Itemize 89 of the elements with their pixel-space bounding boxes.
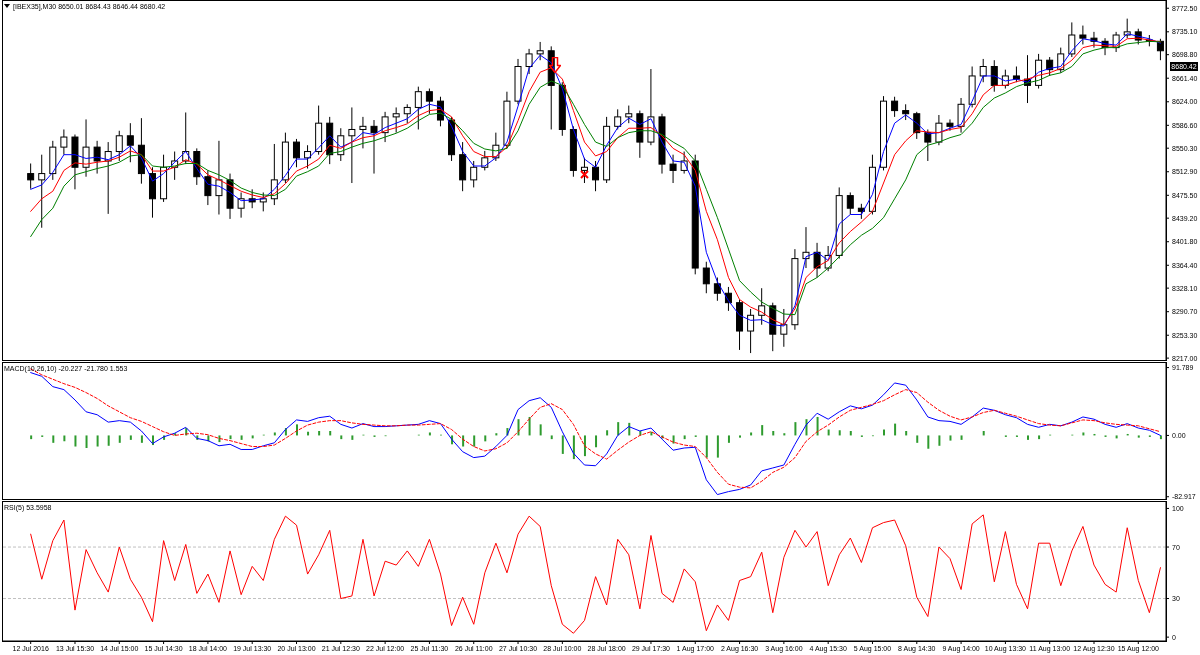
bar: [140, 435, 143, 443]
candlestick: [403, 103, 411, 124]
bar: [1115, 435, 1118, 439]
candlestick: [425, 88, 433, 115]
bar: [727, 435, 730, 443]
candlestick: [891, 96, 899, 118]
candlestick: [1079, 25, 1087, 45]
candlestick: [747, 308, 755, 354]
bar: [74, 435, 77, 447]
bar: [595, 435, 598, 448]
bar: [816, 416, 819, 436]
candlestick: [27, 162, 35, 190]
candlestick: [60, 128, 68, 156]
candlestick: [580, 157, 588, 184]
bar: [583, 435, 586, 457]
bar: [351, 435, 354, 440]
bar: [606, 430, 609, 436]
candlestick: [935, 114, 943, 146]
candlestick: [292, 138, 300, 168]
bar: [750, 432, 753, 436]
bar: [340, 435, 343, 440]
candlestick: [780, 308, 788, 348]
bar: [473, 435, 476, 447]
bar: [1137, 435, 1140, 438]
candlestick: [525, 48, 533, 75]
candlestick: [536, 41, 544, 61]
bar: [118, 435, 121, 443]
candlestick: [846, 191, 854, 216]
bar: [218, 435, 221, 443]
bar: [251, 435, 254, 439]
bar: [96, 435, 99, 447]
candlestick: [713, 276, 721, 302]
candlestick: [802, 226, 810, 269]
candlestick: [392, 106, 400, 134]
bar: [960, 435, 963, 440]
bar: [1082, 432, 1085, 436]
candlestick: [82, 118, 90, 178]
bar: [927, 435, 930, 449]
candlestick: [979, 58, 987, 83]
bar: [52, 435, 55, 443]
candlestick: [93, 140, 101, 175]
candlestick: [38, 154, 46, 229]
bar: [572, 435, 575, 460]
bar: [129, 435, 132, 440]
bar: [761, 425, 764, 436]
candlestick: [115, 130, 123, 162]
bar: [495, 433, 498, 436]
candlestick: [669, 154, 677, 184]
line-series: [30, 514, 1161, 634]
candlestick: [237, 191, 245, 219]
candlestick: [470, 160, 478, 188]
bar: [949, 435, 952, 441]
bar: [428, 432, 431, 436]
bar: [229, 435, 232, 440]
candlestick: [702, 261, 710, 294]
bar: [1038, 435, 1041, 440]
bar: [107, 435, 110, 446]
bar: [617, 422, 620, 436]
candlestick: [592, 160, 600, 192]
bar: [528, 416, 531, 436]
bar: [916, 435, 919, 443]
bar: [783, 433, 786, 436]
bar: [539, 424, 542, 436]
bar: [938, 435, 941, 446]
bar: [705, 435, 708, 458]
bar: [716, 435, 719, 458]
bar: [739, 435, 742, 438]
bar: [561, 435, 564, 454]
bar: [550, 435, 553, 440]
bar: [240, 435, 243, 440]
bar: [484, 435, 487, 442]
bar: [273, 432, 276, 436]
candlestick: [204, 169, 212, 206]
candlestick: [414, 86, 422, 130]
bar: [894, 423, 897, 436]
candlestick: [370, 119, 378, 175]
bar: [794, 422, 797, 436]
bar: [85, 435, 88, 448]
candlestick: [126, 122, 134, 163]
candlestick: [359, 116, 367, 149]
bar: [838, 430, 841, 436]
bar: [30, 435, 33, 440]
candlestick: [946, 118, 954, 132]
candlestick: [348, 106, 356, 184]
candlestick: [215, 140, 223, 216]
bar: [683, 435, 686, 440]
candlestick: [924, 128, 932, 162]
bar: [1027, 435, 1030, 440]
candlestick: [1068, 21, 1076, 58]
